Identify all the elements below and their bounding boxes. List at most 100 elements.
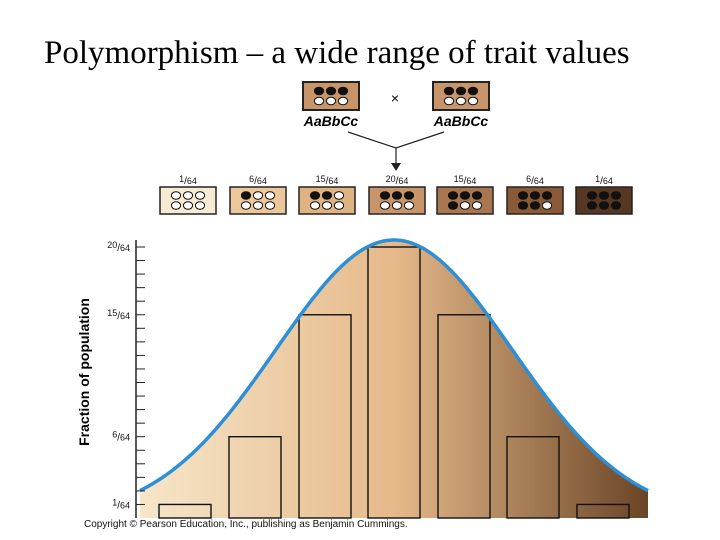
recessive-allele-dot [170, 191, 182, 200]
offspring-fraction-label: 6/64 [526, 174, 544, 187]
dominant-allele-dot [309, 191, 321, 200]
recessive-allele-dot [313, 96, 325, 106]
bar-15-of-64 [437, 314, 491, 519]
offspring-genotype-dots [240, 191, 276, 210]
recessive-allele-dot [264, 191, 276, 200]
dominant-allele-dot [529, 201, 541, 210]
offspring-phenotype-swatch [368, 186, 426, 215]
dominant-allele-dot [459, 191, 471, 200]
dominant-allele-dot [321, 191, 333, 200]
bar-1-of-64 [158, 503, 212, 519]
bars [158, 246, 630, 519]
y-tick-label: 20/64 [107, 240, 130, 254]
copyright-notice: Copyright © Pearson Education, Inc., pub… [84, 519, 408, 530]
offspring-fraction-label: 1/64 [179, 174, 197, 187]
dominant-allele-dot [447, 201, 459, 210]
recessive-allele-dot [194, 201, 206, 210]
offspring-fraction-label: 15/64 [316, 174, 339, 187]
y-axis: 20/64 15/64 6/64 1/64 [107, 240, 145, 518]
offspring-phenotype-swatch [506, 186, 564, 215]
recessive-allele-dot [403, 201, 415, 210]
cross-arrow-head [391, 163, 401, 171]
parent-left: AaBbCc [302, 81, 360, 129]
parent-left-genotype-dots [313, 86, 349, 106]
parent-right-genotype: AaBbCc [433, 113, 489, 129]
dominant-allele-dot [517, 191, 529, 200]
parent-left-swatch [302, 81, 360, 111]
parent-right-genotype-dots [443, 86, 479, 106]
parent-right: AaBbCc [432, 81, 490, 129]
dominant-allele-dot [541, 191, 553, 200]
offspring-phenotype-swatch [575, 186, 633, 215]
recessive-allele-dot [170, 201, 182, 210]
offspring-genotype-dots [170, 191, 206, 210]
dominant-allele-dot [586, 191, 598, 200]
offspring-genotype-dots [379, 191, 415, 210]
dominant-allele-dot [379, 191, 391, 200]
y-tick-label: 6/64 [112, 430, 130, 444]
offspring-classes: 1/64 6/64 15/64 20/64 15/64 6/64 1/64 [159, 174, 633, 215]
recessive-allele-dot [337, 96, 349, 106]
offspring-class: 1/64 [159, 174, 217, 215]
recessive-allele-dot [333, 201, 345, 210]
recessive-allele-dot [182, 191, 194, 200]
parent-left-genotype: AaBbCc [303, 113, 359, 129]
offspring-class: 15/64 [436, 174, 494, 215]
bar-6-of-64 [228, 436, 282, 519]
recessive-allele-dot [379, 201, 391, 210]
recessive-allele-dot [467, 96, 479, 106]
y-axis-minor-ticks [136, 246, 145, 505]
offspring-fraction-label: 15/64 [454, 174, 477, 187]
recessive-allele-dot [182, 201, 194, 210]
slide-title: Polymorphism – a wide range of trait val… [44, 35, 630, 71]
recessive-allele-dot [252, 191, 264, 200]
bar-20-of-64 [367, 246, 421, 519]
dominant-allele-dot [471, 191, 483, 200]
offspring-fraction-label: 1/64 [595, 174, 613, 187]
recessive-allele-dot [309, 201, 321, 210]
offspring-genotype-dots [586, 191, 622, 210]
offspring-genotype-dots [309, 191, 345, 210]
recessive-allele-dot [240, 201, 252, 210]
dominant-allele-dot [240, 191, 252, 200]
offspring-class: 1/64 [575, 174, 633, 215]
offspring-fraction-label: 6/64 [249, 174, 267, 187]
recessive-allele-dot [455, 96, 467, 106]
cross-arrow [347, 131, 445, 164]
y-tick-label: 1/64 [112, 497, 130, 511]
recessive-allele-dot [459, 201, 471, 210]
distribution-curve [139, 238, 649, 493]
chart: 20/64 15/64 6/64 1/64 Fraction of populatio… [76, 238, 649, 519]
parent-right-swatch [432, 81, 490, 111]
offspring-phenotype-swatch [436, 186, 494, 215]
offspring-genotype-dots [447, 191, 483, 210]
offspring-class: 15/64 [298, 174, 356, 215]
bar-6-of-64 [506, 436, 560, 519]
dominant-allele-dot [467, 86, 479, 96]
y-tick-labels: 20/64 15/64 6/64 1/64 [107, 240, 130, 511]
y-axis-label: Fraction of population [76, 298, 92, 446]
dominant-allele-dot [598, 201, 610, 210]
recessive-allele-dot [443, 96, 455, 106]
offspring-phenotype-swatch [229, 186, 287, 215]
dominant-allele-dot [337, 86, 349, 96]
recessive-allele-dot [333, 191, 345, 200]
y-tick-label: 15/64 [107, 308, 130, 322]
recessive-allele-dot [264, 201, 276, 210]
dominant-allele-dot [586, 201, 598, 210]
dominant-allele-dot [403, 191, 415, 200]
offspring-fraction-label: 20/64 [386, 174, 409, 187]
cross-row: AaBbCc × AaBbCc [302, 81, 490, 171]
dominant-allele-dot [529, 191, 541, 200]
curve-area-fill [140, 240, 648, 518]
recessive-allele-dot [471, 201, 483, 210]
bar-1-of-64 [576, 503, 630, 519]
recessive-allele-dot [325, 96, 337, 106]
recessive-allele-dot [541, 201, 553, 210]
dominant-allele-dot [391, 191, 403, 200]
dominant-allele-dot [443, 86, 455, 96]
recessive-allele-dot [391, 201, 403, 210]
offspring-phenotype-swatch [159, 186, 217, 215]
bar-15-of-64 [298, 314, 352, 519]
cross-symbol: × [391, 90, 399, 106]
